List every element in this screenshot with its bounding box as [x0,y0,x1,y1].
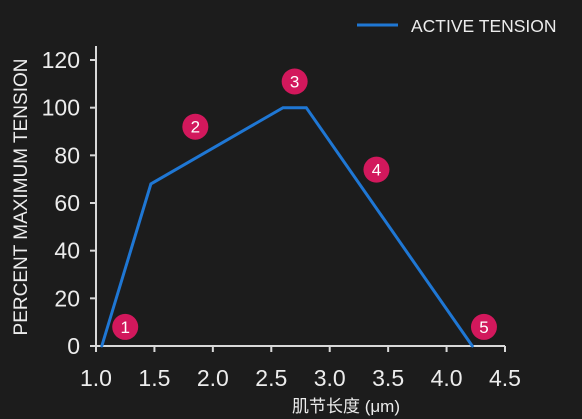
annotation-label: 4 [372,161,381,180]
annotation-2: 2 [182,113,209,140]
annotation-label: 3 [290,72,299,91]
x-tick-label: 4.5 [489,365,521,391]
x-tick-label: 2.0 [197,365,229,391]
x-tick-label: 1.0 [80,365,112,391]
annotation-5: 5 [470,313,497,340]
annotation-marker [470,313,497,340]
y-tick-label: 80 [54,142,80,168]
x-tick-label: 4.0 [431,365,463,391]
y-axis-label: PERCENT MAXIMUM TENSION [11,59,32,336]
x-tick-label: 3.0 [314,365,346,391]
annotation-4: 4 [363,156,390,183]
x-tick-label: 2.5 [255,365,287,391]
annotation-3: 3 [281,68,308,95]
legend: ACTIVE TENSION [357,16,557,36]
annotation-1: 1 [112,313,139,340]
annotation-marker [281,68,308,95]
annotation-label: 5 [479,318,488,337]
annotation-marker [182,113,209,140]
legend-label-active-tension: ACTIVE TENSION [411,16,557,36]
annotation-marker [363,156,390,183]
y-tick-label: 100 [42,95,80,121]
annotations: 1 2 3 4 5 [112,68,497,340]
y-tick-label: 40 [54,238,80,264]
annotation-label: 1 [120,318,129,337]
x-axis-ticks: 1.0 1.5 2.0 2.5 3.0 3.5 4.0 4.5 [80,346,521,391]
annotation-label: 2 [191,118,200,137]
y-tick-label: 120 [42,47,80,73]
x-tick-label: 3.5 [372,365,404,391]
y-tick-label: 60 [54,190,80,216]
x-axis-label: 肌节长度 (μm) [292,397,400,416]
x-tick-label: 1.5 [138,365,170,391]
y-tick-label: 0 [67,333,80,359]
annotation-marker [112,313,139,340]
plot-series [100,106,474,348]
series-line-active-tension [100,106,474,348]
y-axis-ticks: 0 20 40 60 80 100 120 [42,47,96,359]
y-tick-label: 20 [54,285,80,311]
